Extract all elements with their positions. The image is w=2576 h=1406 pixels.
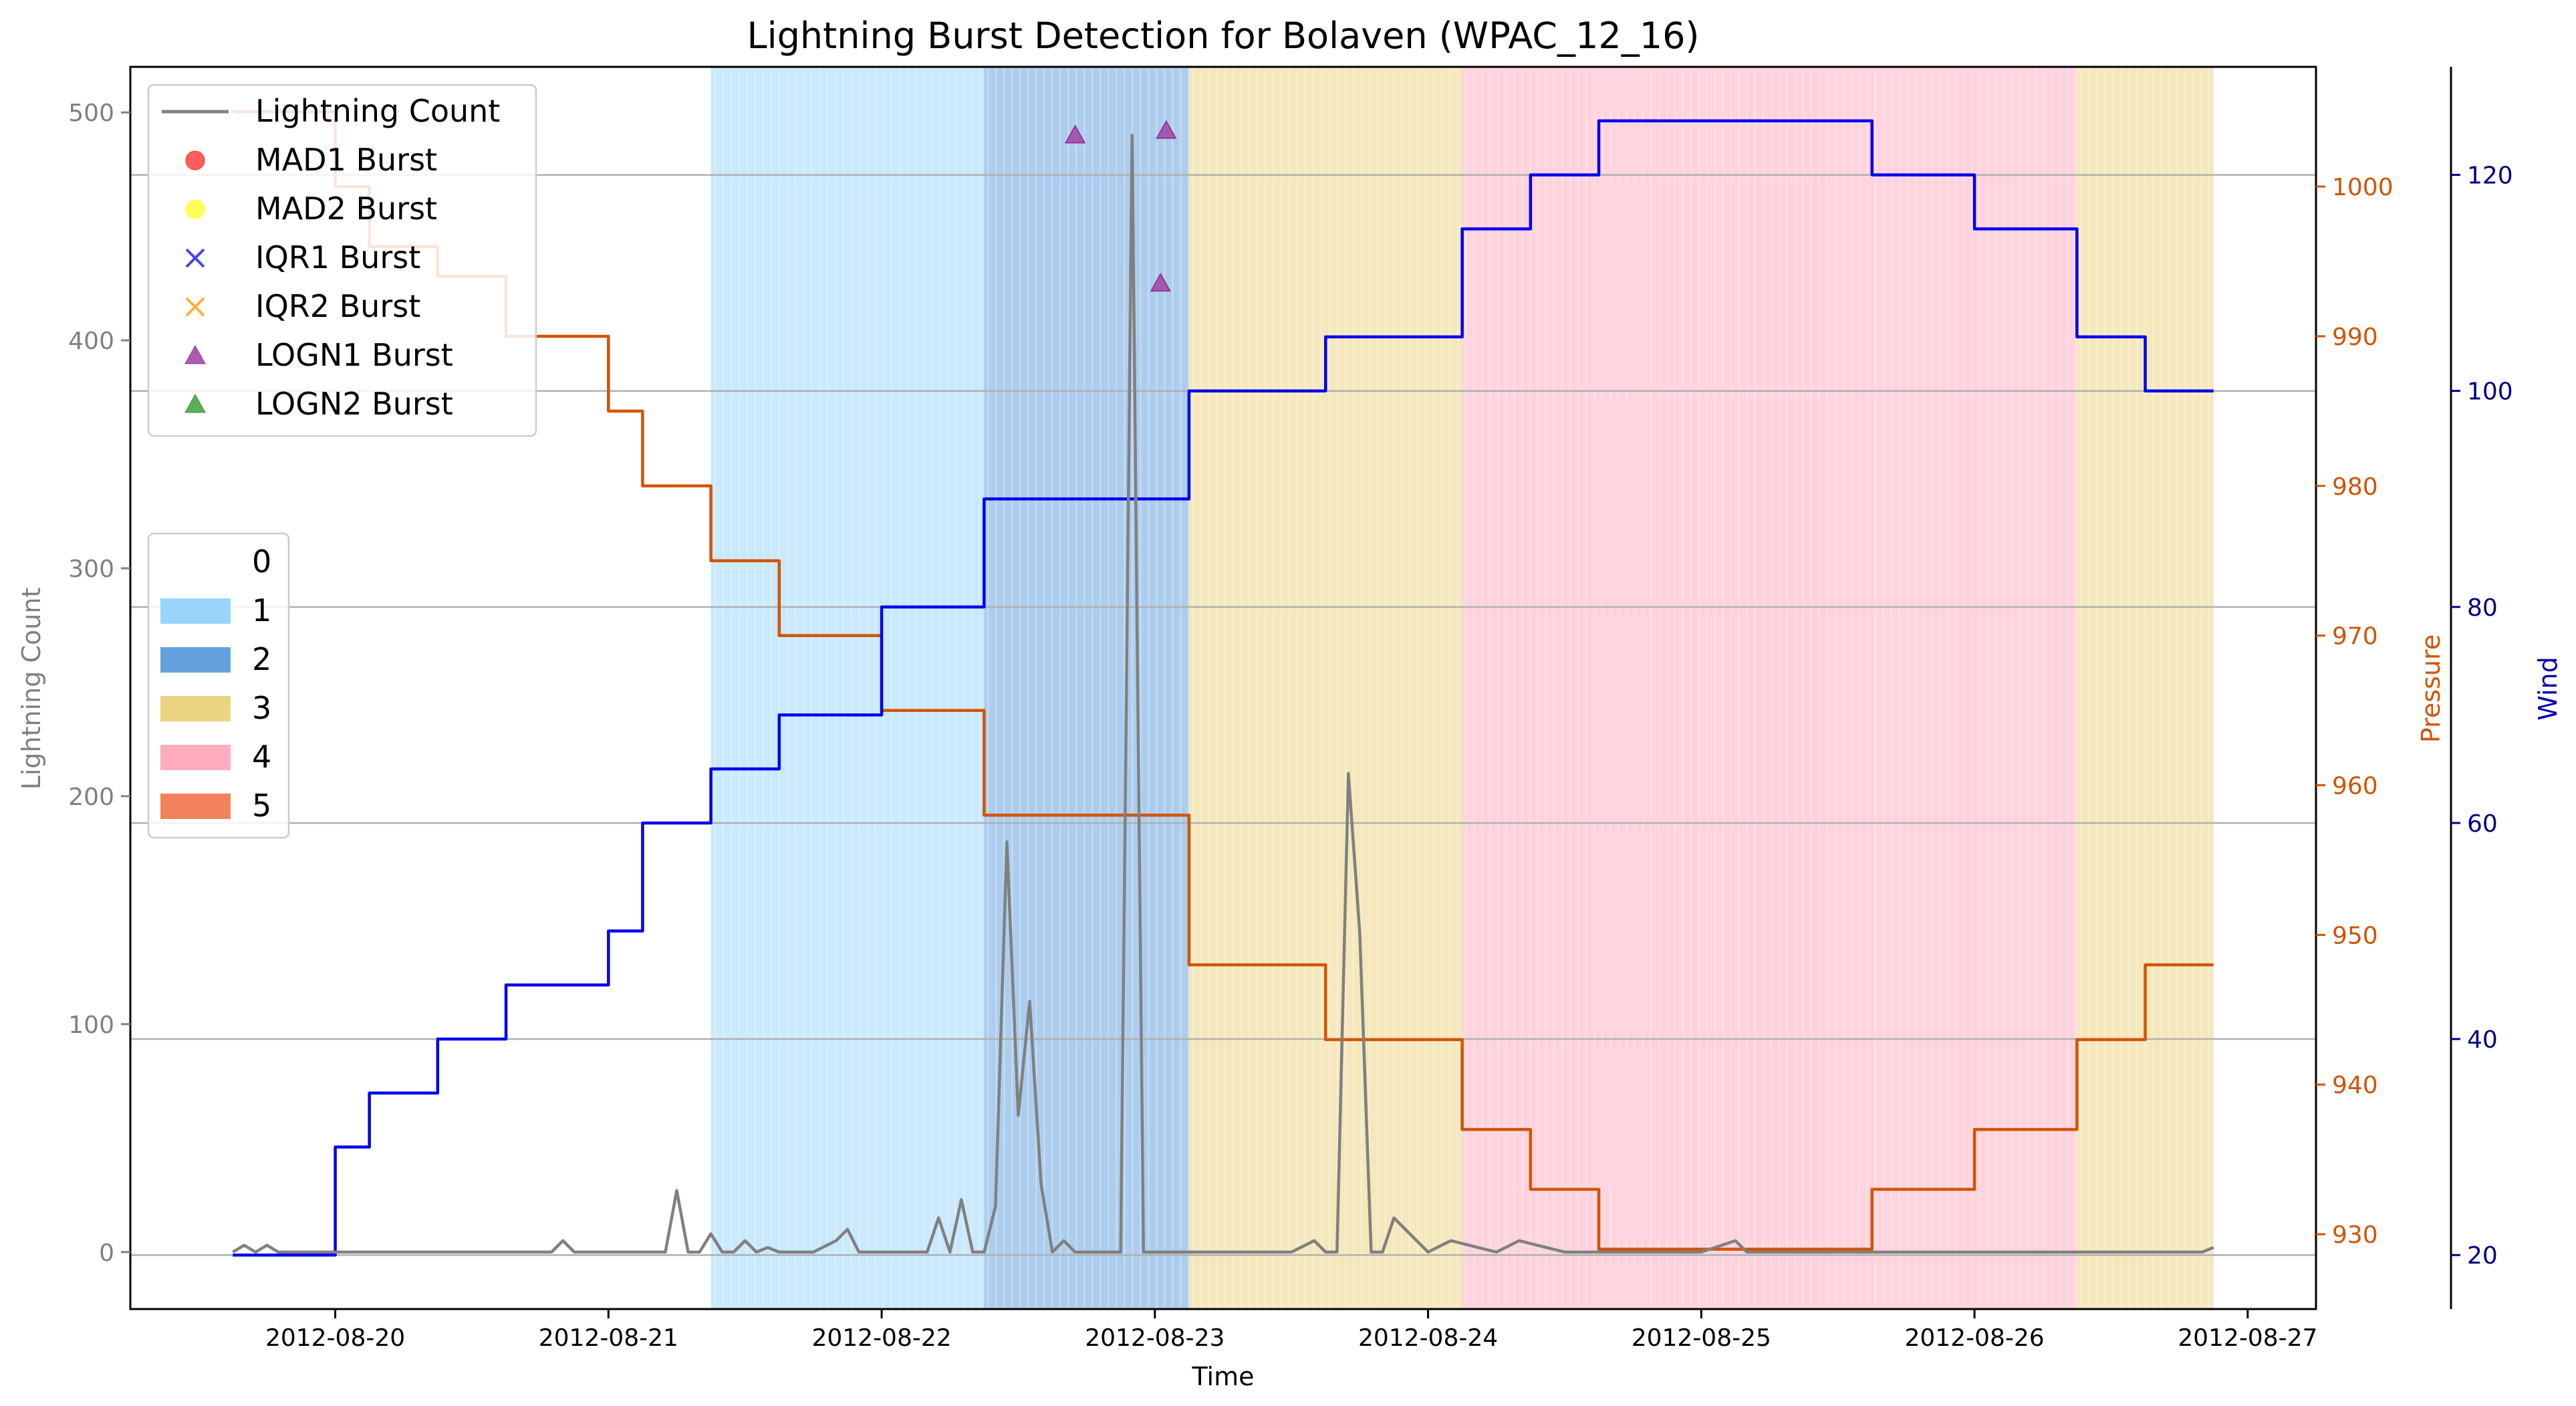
plot-frame <box>129 66 2317 1310</box>
legend-symbol-x <box>185 297 205 317</box>
legend-label: MAD2 Burst <box>255 191 437 227</box>
x-tick-label: 2012-08-23 <box>1085 1324 1225 1352</box>
legend-label: IQR1 Burst <box>255 239 420 275</box>
legend-symbol-triangle <box>184 344 206 364</box>
axes: 2012-08-20 2012-08-21 2012-08-22 2012-08-23… <box>68 67 2513 1352</box>
category-band-4 <box>1462 67 2077 1309</box>
legend-label: 4 <box>252 739 271 775</box>
grid-lines <box>130 174 2316 1256</box>
y-pressure-tick-label: 960 <box>2332 773 2378 800</box>
y-axis-label-pressure: Pressure <box>2416 634 2446 743</box>
category-band-hatch <box>987 67 1190 1309</box>
y-left-tick-label: 500 <box>68 100 114 127</box>
legend-swatch-1 <box>160 598 231 624</box>
logn1-burst-marker <box>1064 124 1086 144</box>
lightning-count-line <box>232 134 2214 1254</box>
y-left-tick-label: 200 <box>68 784 114 811</box>
legend-label: 2 <box>252 641 271 677</box>
wind-line <box>233 119 2214 1257</box>
y-wind-tick-label: 100 <box>2467 378 2513 406</box>
legend-symbol-circle <box>185 150 205 170</box>
y-pressure-tick-label: 980 <box>2332 473 2378 501</box>
legend-swatch-4 <box>160 745 231 770</box>
category-band-3 <box>1188 67 1462 1309</box>
x-tick-label: 2012-08-27 <box>2178 1324 2317 1352</box>
legend-symbol-triangle <box>184 393 206 413</box>
category-bands <box>711 67 2214 1309</box>
legend-categories: 0 1 2 3 4 5 <box>147 532 290 839</box>
legend-swatch-2 <box>160 647 231 673</box>
legend-label: LOGN2 Burst <box>255 386 453 422</box>
legend-symbol-x <box>185 248 205 268</box>
x-tick-label: 2012-08-22 <box>811 1324 951 1352</box>
legend-box <box>147 84 537 437</box>
y-pressure-tick-label: 1000 <box>2332 174 2394 201</box>
legend-swatch-5 <box>160 794 231 819</box>
legend-label: MAD1 Burst <box>255 142 437 178</box>
x-axis-label: Time <box>1192 1362 1255 1391</box>
y-left-tick-label: 300 <box>68 556 114 583</box>
category-band-hatch <box>714 67 981 1309</box>
category-band-hatch <box>1192 67 1458 1309</box>
y-pressure-tick-label: 970 <box>2332 623 2378 651</box>
y-pressure-tick-label: 930 <box>2332 1221 2378 1249</box>
y-pressure-tick-label: 990 <box>2332 324 2378 351</box>
y-axis-label-wind: Wind <box>2533 657 2563 721</box>
burst-markers <box>1064 120 1177 292</box>
legend-label: 5 <box>252 788 271 824</box>
legend-symbol-circle <box>185 199 205 219</box>
legend-label: LOGN1 Burst <box>255 337 453 373</box>
y-wind-tick-label: 60 <box>2467 810 2498 838</box>
y-left-tick-label: 100 <box>68 1012 114 1039</box>
y-pressure-tick-label: 940 <box>2332 1072 2378 1099</box>
y-wind-tick-label: 20 <box>2467 1242 2498 1270</box>
logn1-burst-marker <box>1156 120 1177 139</box>
legend-label: IQR2 Burst <box>255 288 420 324</box>
x-tick-label: 2012-08-21 <box>539 1324 678 1352</box>
y-wind-tick-label: 80 <box>2467 594 2498 622</box>
legend-label: 0 <box>252 544 271 580</box>
legend-bursts: Lightning Count MAD1 Burst MAD2 Burst IQR1 … <box>147 84 537 437</box>
legend-label: Lightning Count <box>255 93 500 129</box>
x-tick-label: 2012-08-25 <box>1632 1324 1771 1352</box>
chart-title: Lightning Burst Detection for Bolaven (W… <box>747 15 1699 57</box>
legend-label: 3 <box>252 690 271 726</box>
y-left-tick-label: 0 <box>99 1240 114 1267</box>
y-left-tick-label: 400 <box>68 328 114 355</box>
y-wind-tick-label: 120 <box>2467 162 2513 190</box>
logn1-burst-marker <box>1150 272 1172 292</box>
legend-swatch-3 <box>160 696 231 721</box>
x-tick-label: 2012-08-20 <box>265 1324 405 1352</box>
category-band-hatch <box>2080 67 2210 1309</box>
x-tick-label: 2012-08-24 <box>1358 1324 1498 1352</box>
y-axis-label-left: Lightning Count <box>17 588 46 790</box>
legend-label: 1 <box>252 592 271 628</box>
y-wind-tick-label: 40 <box>2467 1026 2498 1054</box>
category-band-1 <box>711 67 985 1309</box>
y-pressure-tick-label: 950 <box>2332 922 2378 949</box>
category-band-2 <box>984 67 1189 1309</box>
x-tick-label: 2012-08-26 <box>1904 1324 2044 1352</box>
category-band-3 <box>2077 67 2214 1309</box>
category-band-hatch <box>1465 67 2077 1309</box>
